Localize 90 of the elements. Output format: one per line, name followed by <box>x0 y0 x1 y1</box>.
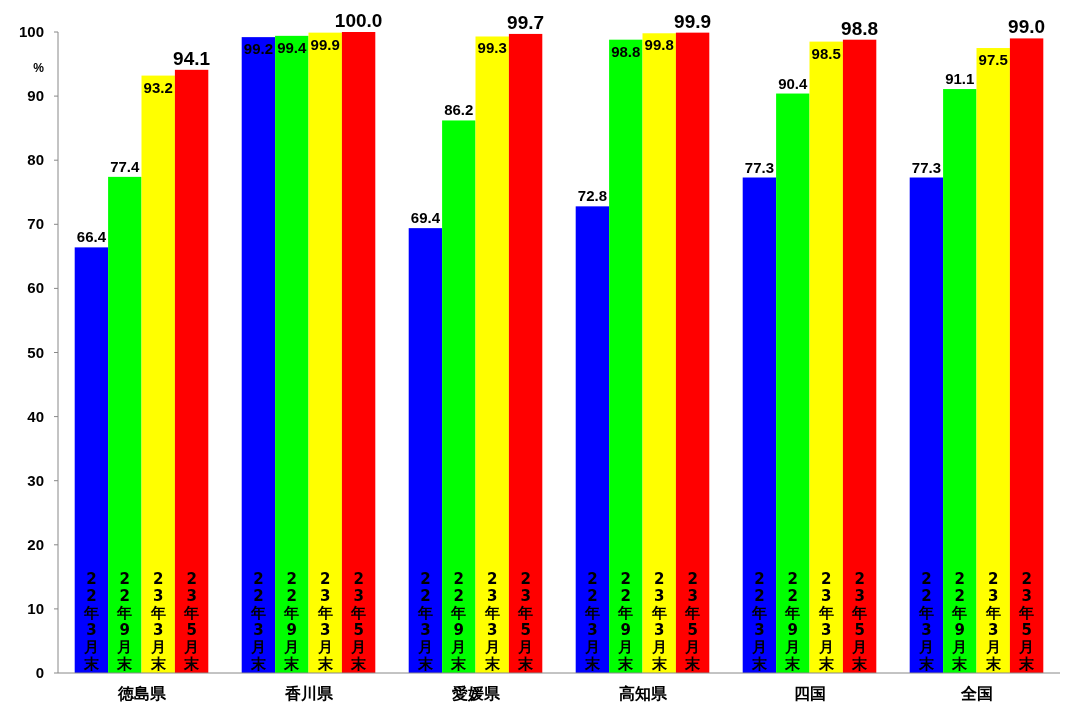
bar <box>809 41 843 673</box>
text: 22年9月末 <box>785 570 801 673</box>
text: 23年5月末 <box>518 570 534 673</box>
bar <box>408 228 443 673</box>
data-label: 66.4 <box>76 228 107 246</box>
bar <box>475 36 509 673</box>
bar <box>174 69 209 673</box>
y-tick-label: 30 <box>27 471 44 489</box>
series-label: 23年3月末 <box>149 570 167 673</box>
bar <box>442 120 476 673</box>
bar <box>141 75 175 673</box>
bar <box>341 32 376 673</box>
text: 22年9月末 <box>618 570 634 673</box>
data-label: 69.4 <box>410 209 441 227</box>
data-label: 97.5 <box>978 51 1008 69</box>
bar <box>943 89 977 673</box>
y-axis-title: % <box>33 61 45 75</box>
x-tick-label: 徳島県 <box>116 684 167 703</box>
bar <box>976 48 1010 673</box>
text: 23年5月末 <box>351 570 367 673</box>
data-label: 98.5 <box>811 44 841 62</box>
text: 22年9月末 <box>952 570 968 673</box>
bar <box>842 39 877 673</box>
bar <box>642 33 676 673</box>
text: 23年3月末 <box>985 570 1001 673</box>
y-tick-label: 90 <box>27 87 44 105</box>
text: 22年9月末 <box>284 570 300 673</box>
x-tick-label: 高知県 <box>618 684 668 703</box>
data-label: 77.4 <box>110 157 141 175</box>
x-tick-label: 愛媛県 <box>451 684 501 703</box>
bar <box>1009 38 1044 673</box>
data-label: 99.9 <box>674 10 712 32</box>
x-tick-label: 四国 <box>793 684 826 703</box>
data-label: 77.3 <box>911 158 941 176</box>
data-label: 99.9 <box>310 35 340 53</box>
y-tick-label: 100 <box>18 23 44 40</box>
data-label: 99.3 <box>477 39 507 57</box>
data-label: 98.8 <box>841 17 879 39</box>
y-tick-label: 50 <box>27 343 44 361</box>
y-tick-label: 70 <box>27 215 44 233</box>
text: 22年9月末 <box>451 570 467 673</box>
text: 23年3月末 <box>651 570 667 673</box>
text: 22年3月末 <box>751 570 767 673</box>
bar <box>508 33 543 673</box>
data-label: 77.3 <box>744 158 774 176</box>
x-tick-label: 香川県 <box>283 684 334 703</box>
text: 23年5月末 <box>1019 570 1035 673</box>
x-tick-label: 全国 <box>959 684 993 703</box>
bar <box>575 206 610 673</box>
bar <box>742 177 777 673</box>
y-tick-label: 60 <box>27 279 44 297</box>
y-tick-label: 0 <box>35 664 44 681</box>
data-label: 91.1 <box>945 70 975 88</box>
bar <box>609 39 643 673</box>
text: 22年3月末 <box>250 570 266 673</box>
y-tick-label: 20 <box>27 535 44 553</box>
bar <box>241 37 276 673</box>
y-tick-label: 40 <box>27 407 44 425</box>
data-label: 94.1 <box>173 47 211 69</box>
data-label: 99.2 <box>243 40 273 58</box>
bar <box>909 177 944 673</box>
text: 23年5月末 <box>852 570 868 673</box>
bar <box>74 247 109 673</box>
data-label: 93.2 <box>143 78 173 96</box>
series-label: 22年9月末 <box>116 570 134 673</box>
bar <box>675 32 710 673</box>
text: 22年3月末 <box>584 570 600 673</box>
series-label: 23年5月末 <box>183 570 201 673</box>
data-label: 100.0 <box>334 10 383 31</box>
text: 23年3月末 <box>818 570 834 673</box>
y-tick-label: 10 <box>27 599 44 617</box>
text: 22年3月末 <box>918 570 934 673</box>
bar <box>108 176 142 673</box>
data-label: 86.2 <box>444 101 474 119</box>
data-label: 90.4 <box>778 74 809 92</box>
series-label: 22年3月末 <box>82 570 100 673</box>
data-label: 99.0 <box>1008 16 1046 38</box>
data-label: 99.4 <box>277 38 308 56</box>
text: 22年3月末 <box>417 570 433 673</box>
data-label: 99.8 <box>644 36 674 54</box>
bar <box>776 93 810 673</box>
data-label: 98.8 <box>611 42 641 60</box>
bar <box>275 35 309 673</box>
y-tick-label: 80 <box>27 151 44 169</box>
text: 23年3月末 <box>484 570 500 673</box>
data-label: 72.8 <box>577 187 607 205</box>
bar <box>308 32 342 673</box>
text: 23年5月末 <box>685 570 701 673</box>
data-label: 99.7 <box>507 11 545 33</box>
text: 23年3月末 <box>317 570 333 673</box>
